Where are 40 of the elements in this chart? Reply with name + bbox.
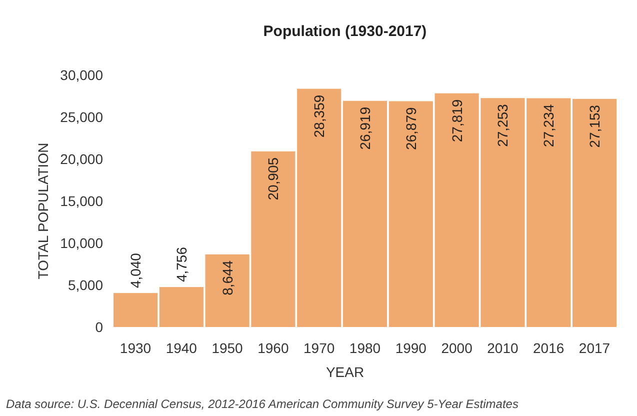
x-tick-label: 1990: [395, 340, 427, 356]
y-tick-label: 30,000: [60, 66, 104, 83]
y-axis-title: TOTAL POPULATION: [35, 142, 51, 280]
bar: [388, 101, 433, 327]
y-tick-label: 0: [95, 318, 104, 335]
data-label: 8,644: [219, 260, 236, 296]
source-note: Data source: U.S. Decennial Census, 2012-2016 American Community Survey 5-Year Estimates: [6, 397, 518, 411]
bar: [297, 88, 342, 327]
data-label: 28,359: [311, 94, 328, 138]
x-tick-label: 2000: [441, 340, 473, 356]
chart-title: Population (1930-2017): [263, 23, 427, 40]
bar: [113, 293, 158, 327]
data-label: 27,153: [586, 104, 603, 148]
data-label: 4,756: [173, 246, 190, 282]
data-label: 26,879: [402, 107, 419, 150]
x-tick-label: 1940: [166, 340, 198, 356]
data-label: 4,040: [127, 252, 144, 288]
x-tick-label: 1980: [349, 340, 381, 356]
bar: [572, 98, 617, 327]
x-tick-label: 1950: [212, 340, 244, 356]
x-tick-label: 1970: [304, 340, 335, 356]
y-tick-label: 25,000: [60, 108, 104, 125]
bar: [342, 100, 388, 327]
y-tick-label: 15,000: [60, 192, 104, 209]
data-label: 26,919: [357, 106, 373, 150]
x-tick-label: 1960: [258, 340, 289, 356]
x-tick-label: 2017: [578, 340, 610, 356]
y-tick-label: 20,000: [60, 150, 104, 167]
data-label: 27,819: [448, 99, 465, 142]
data-label: 27,234: [540, 104, 557, 148]
y-tick-label: 10,000: [60, 234, 104, 251]
bar: [526, 98, 571, 327]
x-axis-title: YEAR: [326, 364, 364, 380]
y-tick-label: 5,000: [68, 276, 104, 293]
x-tick-label: 1930: [120, 340, 152, 356]
data-label: 27,253: [494, 104, 511, 147]
x-tick-label: 2010: [487, 340, 518, 356]
bar: [159, 287, 204, 327]
data-label: 20,905: [265, 157, 282, 200]
x-tick-label: 2016: [533, 340, 564, 356]
